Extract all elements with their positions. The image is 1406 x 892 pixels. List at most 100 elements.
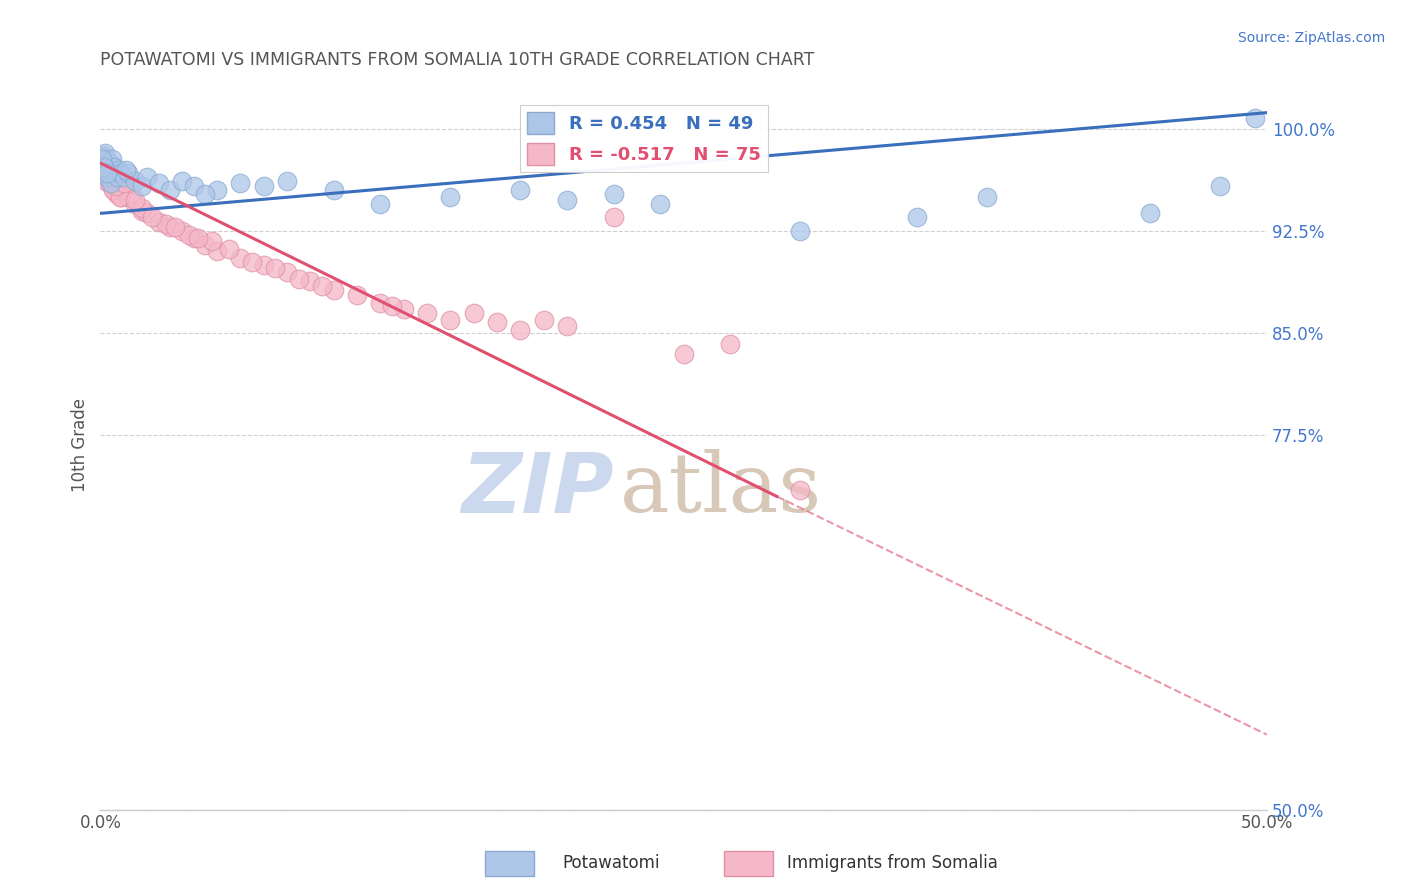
Point bbox=[103, 160, 125, 174]
Point bbox=[170, 224, 193, 238]
Point bbox=[93, 160, 115, 174]
Point bbox=[346, 288, 368, 302]
Point bbox=[1139, 206, 1161, 220]
Point bbox=[183, 231, 205, 245]
Point bbox=[93, 162, 115, 177]
Point bbox=[110, 190, 132, 204]
Point bbox=[218, 242, 240, 256]
Point bbox=[194, 187, 217, 202]
Point bbox=[555, 319, 578, 334]
Point bbox=[905, 211, 928, 225]
Text: ZIP: ZIP bbox=[461, 449, 613, 530]
Point bbox=[90, 152, 112, 166]
Point bbox=[163, 219, 186, 234]
Point bbox=[177, 228, 200, 243]
Point bbox=[94, 162, 117, 177]
Point bbox=[91, 162, 114, 177]
Point bbox=[90, 149, 112, 163]
Point bbox=[96, 165, 118, 179]
Point bbox=[131, 179, 153, 194]
Point bbox=[672, 346, 695, 360]
Point bbox=[101, 152, 124, 166]
Point bbox=[115, 162, 138, 177]
Point bbox=[124, 174, 146, 188]
Point bbox=[120, 187, 142, 202]
Point bbox=[287, 271, 309, 285]
Point bbox=[416, 306, 439, 320]
Point bbox=[322, 283, 344, 297]
Point bbox=[91, 165, 114, 179]
Point bbox=[253, 179, 276, 194]
Point bbox=[103, 183, 125, 197]
Point bbox=[131, 201, 153, 215]
Point bbox=[976, 190, 998, 204]
Point bbox=[112, 169, 135, 184]
Point bbox=[148, 214, 170, 228]
Point bbox=[155, 217, 177, 231]
Point bbox=[253, 258, 276, 272]
Point bbox=[103, 183, 125, 197]
Point bbox=[96, 169, 118, 184]
Point bbox=[108, 183, 131, 197]
Point bbox=[101, 179, 124, 194]
Point bbox=[90, 152, 112, 166]
Point bbox=[117, 190, 139, 204]
Point bbox=[124, 197, 146, 211]
Point bbox=[94, 146, 117, 161]
Point bbox=[94, 156, 117, 170]
Point bbox=[311, 278, 333, 293]
Point bbox=[187, 231, 209, 245]
Point bbox=[112, 177, 135, 191]
Point bbox=[91, 152, 114, 166]
Point bbox=[91, 160, 114, 174]
Point bbox=[183, 179, 205, 194]
Point bbox=[555, 193, 578, 207]
Point bbox=[141, 211, 163, 225]
Point bbox=[91, 156, 114, 170]
Point bbox=[439, 312, 461, 326]
Point bbox=[299, 275, 322, 289]
Point bbox=[718, 337, 741, 351]
Point bbox=[93, 165, 115, 179]
Point bbox=[276, 265, 298, 279]
Point bbox=[509, 323, 531, 337]
Point bbox=[108, 162, 131, 177]
Point bbox=[602, 211, 624, 225]
Point bbox=[100, 174, 122, 188]
Point bbox=[368, 296, 391, 310]
Point bbox=[229, 177, 252, 191]
Point bbox=[439, 190, 461, 204]
Point bbox=[368, 197, 391, 211]
Point bbox=[91, 160, 114, 174]
Point bbox=[276, 174, 298, 188]
Legend: R = 0.454   N = 49, R = -0.517   N = 75: R = 0.454 N = 49, R = -0.517 N = 75 bbox=[520, 105, 768, 172]
Point bbox=[264, 260, 287, 275]
Point bbox=[170, 174, 193, 188]
Point bbox=[322, 183, 344, 197]
Point bbox=[98, 156, 121, 170]
Point bbox=[90, 162, 112, 177]
Point bbox=[131, 203, 153, 218]
Point bbox=[108, 190, 131, 204]
Point bbox=[229, 252, 252, 266]
Point bbox=[96, 174, 118, 188]
Point bbox=[90, 162, 112, 177]
Point bbox=[91, 160, 114, 174]
Point bbox=[136, 169, 159, 184]
Point bbox=[112, 183, 135, 197]
Text: Potawatomi: Potawatomi bbox=[562, 855, 659, 872]
Point bbox=[96, 162, 118, 177]
Point bbox=[509, 183, 531, 197]
Point bbox=[136, 206, 159, 220]
Point bbox=[104, 179, 127, 194]
Y-axis label: 10th Grade: 10th Grade bbox=[72, 399, 89, 492]
Point bbox=[124, 193, 146, 207]
Point bbox=[91, 165, 114, 179]
Point bbox=[485, 315, 508, 329]
Point bbox=[96, 169, 118, 184]
Point bbox=[93, 149, 115, 163]
Point bbox=[117, 165, 139, 179]
Point bbox=[392, 301, 415, 316]
Point bbox=[201, 234, 224, 248]
Point bbox=[205, 183, 228, 197]
